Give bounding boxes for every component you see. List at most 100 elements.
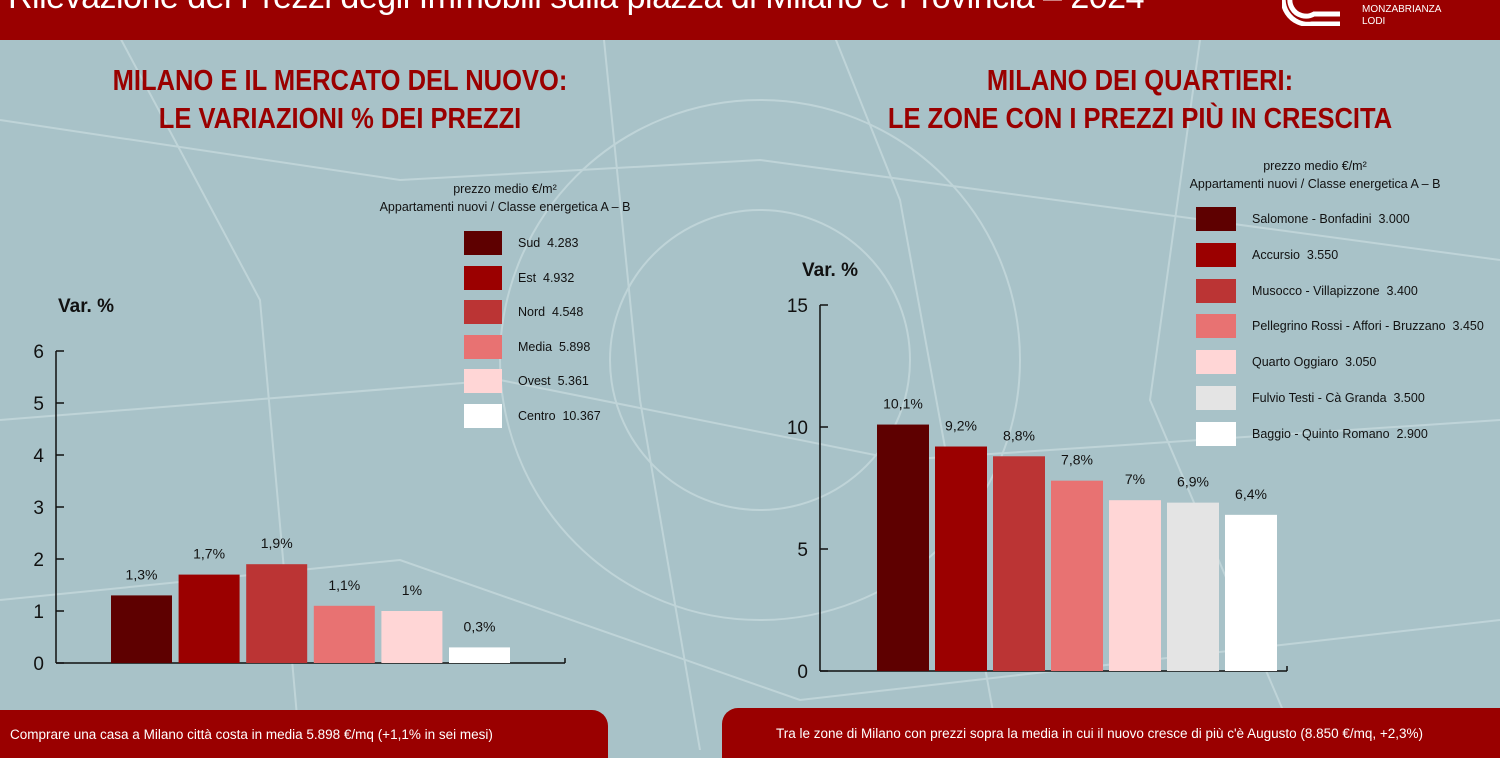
data-label: 9,2% (945, 418, 977, 434)
legend-swatch (464, 300, 502, 324)
legend-item: Nord 4.548 (464, 300, 583, 324)
y-tick-label: 2 (33, 550, 44, 571)
data-label: 8,8% (1003, 427, 1035, 443)
legend-unit: prezzo medio €/m² (1263, 159, 1367, 173)
legend-label: Est 4.932 (518, 270, 575, 285)
y-tick-label: 10 (787, 418, 808, 439)
legend-swatch (1196, 421, 1236, 446)
legend-subtitle: Appartamenti nuovi / Classe energetica A… (379, 200, 631, 214)
legend-swatch (1196, 350, 1236, 375)
y-tick-label: 6 (33, 342, 44, 363)
legend-label: Salomone - Bonfadini 3.000 (1252, 212, 1410, 226)
data-label: 6,4% (1235, 486, 1267, 502)
data-label: 10,1% (883, 396, 923, 412)
legend-item: Salomone - Bonfadini 3.000 (1196, 207, 1410, 231)
legend-item: Pellegrino Rossi - Affori - Bruzzano 3.4… (1196, 314, 1484, 339)
bar (111, 595, 172, 663)
y-tick-label: 15 (787, 296, 808, 317)
page-title: Rilevazione dei Prezzi degli Immobili su… (8, 0, 1144, 17)
legend-item: Musocco - Villapizzone 3.400 (1196, 278, 1418, 303)
legend-label: Centro 10.367 (518, 408, 601, 423)
header-bar: Rilevazione dei Prezzi degli Immobili su… (0, 0, 1500, 40)
left-legend-header: prezzo medio €/m² Appartamenti nuovi / C… (330, 180, 680, 216)
legend-label: Musocco - Villapizzone 3.400 (1252, 283, 1418, 298)
data-label: 1,1% (328, 577, 360, 593)
bar (449, 647, 510, 663)
legend-label: Media 5.898 (518, 339, 591, 354)
y-tick-label: 1 (33, 602, 44, 623)
bar (1225, 514, 1277, 671)
legend-item: Sud 4.283 (464, 231, 578, 255)
left-section-title: MILANO E IL MERCATO DEL NUOVO: LE VARIAZ… (76, 62, 604, 138)
legend-item: Fulvio Testi - Cà Granda 3.500 (1196, 386, 1425, 410)
bar (313, 605, 375, 663)
legend-swatch (1196, 314, 1236, 339)
y-tick-label: 0 (33, 654, 44, 675)
right-y-axis-label: Var. % (802, 260, 858, 281)
legend-swatch (464, 334, 502, 359)
y-tick-label: 4 (33, 446, 44, 467)
legend-item: Ovest 5.361 (464, 369, 589, 393)
right-section-title: MILANO DEI QUARTIERI: LE ZONE CON I PREZ… (832, 62, 1448, 138)
bar (1167, 502, 1219, 671)
legend-item: Centro 10.367 (464, 403, 601, 428)
y-tick-label: 0 (797, 662, 808, 683)
data-label: 1,7% (193, 546, 225, 562)
data-label: 1% (402, 582, 422, 598)
right-banner-text: Tra le zone di Milano con prezzi sopra l… (776, 725, 1424, 741)
legend-swatch (464, 403, 502, 428)
bar (935, 446, 987, 671)
bar (381, 611, 443, 663)
legend-swatch (464, 369, 502, 393)
legend-swatch (464, 231, 502, 255)
legend-swatch (1196, 242, 1236, 267)
logo-icon (1282, 0, 1340, 26)
logo-line: MONZABRIANZA (1362, 4, 1442, 15)
data-label: 7% (1125, 471, 1145, 487)
bar (1109, 500, 1161, 671)
right-banner: Tra le zone di Milano con prezzi sopra l… (722, 708, 1500, 758)
right-title-line1: MILANO DEI QUARTIERI: (986, 65, 1294, 97)
y-tick-label: 5 (33, 394, 44, 415)
legend-item: Baggio - Quinto Romano 2.900 (1196, 421, 1428, 446)
legend-item: Quarto Oggiaro 3.050 (1196, 350, 1377, 375)
bar (877, 424, 929, 671)
legend-label: Sud 4.283 (518, 236, 579, 250)
legend-label: Ovest 5.361 (518, 374, 589, 388)
legend-item: Est 4.932 (464, 265, 575, 290)
right-title-line2: LE ZONE CON I PREZZI PIÙ IN CRESCITA (887, 103, 1393, 135)
right-legend-header: prezzo medio €/m² Appartamenti nuovi / C… (1140, 157, 1490, 193)
legend-swatch (1196, 386, 1236, 410)
bar (993, 456, 1045, 671)
legend-label: Nord 4.548 (518, 305, 584, 319)
legend-swatch (464, 265, 502, 290)
left-banner-text: Comprare una casa a Milano città costa i… (10, 726, 493, 742)
legend-item: Media 5.898 (464, 334, 591, 359)
left-y-axis-label: Var. % (58, 296, 114, 317)
left-title-line2: LE VARIAZIONI % DEI PREZZI (158, 103, 522, 135)
left-title-line1: MILANO E IL MERCATO DEL NUOVO: (112, 65, 568, 97)
logo-text: MONZABRIANZA LODI (1362, 0, 1441, 28)
bar (178, 574, 240, 663)
legend-label: Quarto Oggiaro 3.050 (1252, 355, 1377, 370)
legend-swatch (1196, 207, 1236, 231)
legend-subtitle: Appartamenti nuovi / Classe energetica A… (1189, 177, 1441, 191)
legend-swatch (1196, 278, 1236, 303)
data-label: 0,3% (464, 618, 496, 634)
bar (246, 564, 308, 663)
legend-label: Pellegrino Rossi - Affori - Bruzzano 3.4… (1252, 319, 1484, 334)
legend-unit: prezzo medio €/m² (453, 182, 557, 196)
legend-item: Accursio 3.550 (1196, 242, 1339, 267)
y-tick-label: 5 (797, 540, 808, 561)
data-label: 1,3% (126, 566, 158, 582)
legend-label: Accursio 3.550 (1252, 247, 1339, 262)
legend-label: Baggio - Quinto Romano 2.900 (1252, 426, 1428, 441)
data-label: 1,9% (261, 535, 293, 551)
data-label: 6,9% (1177, 474, 1209, 490)
left-banner: Comprare una casa a Milano città costa i… (0, 710, 608, 758)
logo-line: LODI (1362, 16, 1386, 27)
legend-label: Fulvio Testi - Cà Granda 3.500 (1252, 391, 1425, 405)
data-label: 7,8% (1061, 452, 1093, 468)
y-tick-label: 3 (33, 498, 44, 519)
